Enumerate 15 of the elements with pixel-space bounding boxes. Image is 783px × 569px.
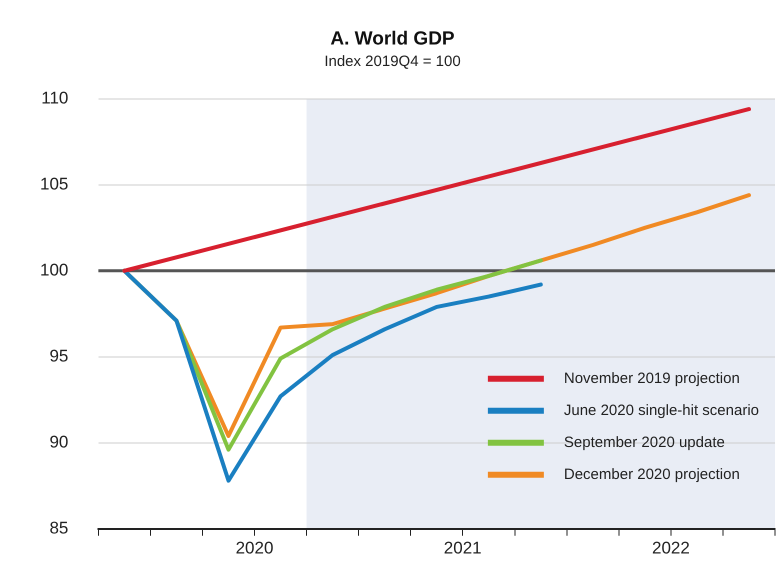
y-tick-label: 105 <box>40 174 68 194</box>
x-tick-label: 2020 <box>236 538 274 558</box>
legend-label: November 2019 projection <box>564 370 740 387</box>
x-tick-label: 2021 <box>444 538 482 558</box>
y-tick-label: 100 <box>40 260 68 280</box>
x-tick-label: 2022 <box>652 538 690 558</box>
y-tick-label: 90 <box>49 432 68 452</box>
y-tick-label: 110 <box>41 88 68 108</box>
legend-label: June 2020 single-hit scenario <box>564 402 759 419</box>
chart-title: A. World GDP <box>330 28 455 50</box>
y-tick-label: 85 <box>49 518 68 538</box>
chart-subtitle: Index 2019Q4 = 100 <box>324 52 461 70</box>
legend-label: December 2020 projection <box>564 466 740 483</box>
legend-label: September 2020 update <box>564 434 725 451</box>
y-tick-label: 95 <box>49 346 68 366</box>
